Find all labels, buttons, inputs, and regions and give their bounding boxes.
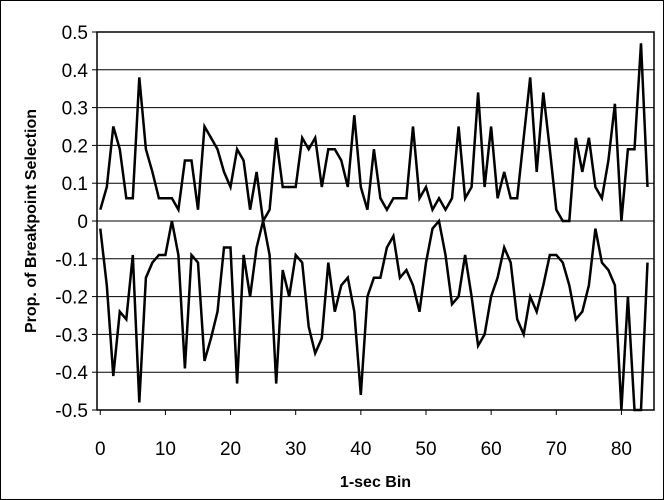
y-tick-label: -0.4 <box>55 363 88 384</box>
series-line-2 <box>99 218 649 412</box>
horizontal-gridlines <box>97 69 654 373</box>
x-tick-label: 10 <box>155 439 176 460</box>
series-group <box>99 43 649 412</box>
y-tick-label: -0.2 <box>55 288 88 309</box>
x-tick-label: 0 <box>95 439 106 460</box>
x-tick-label: 20 <box>220 439 241 460</box>
x-axis-ticks: 0 10 20 30 40 50 60 70 80 <box>95 410 632 460</box>
x-axis-title: 1-sec Bin <box>340 474 411 491</box>
y-tick-label: 0.5 <box>62 23 88 44</box>
x-tick-label: 70 <box>546 439 567 460</box>
y-tick-label: 0.2 <box>62 136 88 157</box>
x-tick-label: 60 <box>481 439 502 460</box>
y-tick-label: 0.4 <box>62 61 89 82</box>
y-axis-ticks: -0.5 -0.4 -0.3 -0.2 -0.1 0 0.1 0.2 0.3 0.4 0.5 <box>55 23 97 422</box>
y-tick-label: -0.5 <box>55 401 88 422</box>
y-tick-label: 0.3 <box>62 99 88 120</box>
x-tick-label: 40 <box>350 439 371 460</box>
x-tick-label: 80 <box>611 439 632 460</box>
y-axis-title: Prop. of Breakpoint Selection <box>23 109 40 333</box>
y-tick-label: -0.3 <box>55 325 88 346</box>
x-tick-label: 30 <box>285 439 306 460</box>
y-tick-label: -0.1 <box>55 250 88 271</box>
y-tick-label: 0 <box>77 212 88 233</box>
x-tick-label: 50 <box>415 439 436 460</box>
y-tick-label: 0.1 <box>62 174 88 195</box>
series-line-1 <box>99 43 649 225</box>
